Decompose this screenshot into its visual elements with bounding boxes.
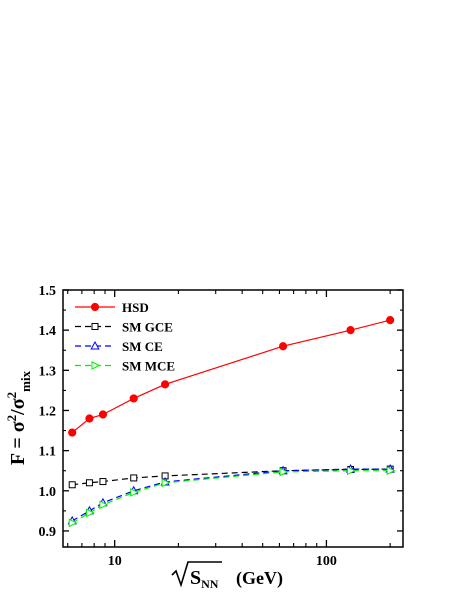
y-tick-label: 1.5 — [39, 284, 57, 299]
x-tick-label: 100 — [316, 554, 337, 569]
data-point — [160, 380, 170, 389]
data-point — [68, 518, 78, 528]
data-point — [85, 508, 95, 518]
legend-label: HSD — [122, 300, 149, 315]
sqrt-symbol — [171, 561, 222, 588]
legend-marker — [90, 340, 100, 350]
data-point — [68, 481, 76, 489]
data-point — [347, 466, 356, 476]
series-line-hsd — [71, 319, 391, 434]
data-point — [161, 478, 171, 488]
plot-frame — [62, 289, 404, 548]
data-point — [99, 478, 107, 486]
data-point — [68, 428, 77, 437]
series-sm-mce — [68, 466, 396, 528]
data-point — [386, 466, 396, 476]
data-point — [279, 467, 289, 477]
data-point — [98, 410, 108, 419]
x-axis-label-sub: NN — [201, 577, 219, 591]
data-point — [129, 394, 138, 403]
y-tick-label: 1.4 — [39, 324, 57, 339]
x-tick-label: 10 — [108, 554, 122, 569]
y-axis-label-mid: /σ — [7, 398, 29, 416]
y-tick-label: 1.0 — [39, 485, 57, 500]
svg-text:SNN: SNN — [190, 567, 219, 591]
y-axis-label-sup2: 2 — [4, 392, 19, 399]
data-point — [386, 316, 395, 325]
series-line-sm-ce — [71, 468, 391, 522]
x-axis-label-base: S — [190, 567, 201, 589]
legend-item-sm-gce: SM GCE — [75, 320, 173, 335]
data-point — [346, 326, 355, 335]
legend-marker — [91, 361, 101, 370]
legend-item-sm-ce: SM CE — [75, 339, 163, 354]
legend-item-sm-mce: SM MCE — [75, 359, 175, 374]
y-axis-label-sup1: 2 — [4, 415, 19, 422]
svg-text:F = σ2/σ2mix: F = σ2/σ2mix — [4, 370, 33, 465]
data-point — [85, 414, 94, 423]
legend-marker — [91, 323, 99, 330]
data-point — [130, 474, 138, 482]
y-axis-label-prefix: F = σ — [7, 421, 29, 465]
data-point — [130, 487, 140, 497]
x-axis-label: SNN (GeV) — [171, 561, 283, 591]
legend-marker — [90, 302, 100, 312]
y-tick-label: 0.9 — [39, 525, 57, 540]
series-line-sm-gce — [72, 468, 391, 486]
legend: HSD SM GCE SM CE SM MCE — [75, 300, 175, 374]
y-axis-label: F = σ2/σ2mix — [4, 370, 33, 465]
data-point — [85, 479, 93, 487]
legend-label: SM MCE — [122, 359, 175, 374]
data-point — [278, 342, 288, 351]
series-hsd — [68, 316, 395, 437]
legend-item-hsd: HSD — [75, 300, 149, 315]
series-layer — [67, 316, 396, 528]
y-tick-label: 1.3 — [39, 364, 57, 379]
data-point — [99, 500, 109, 510]
x-axis-label-unit: (GeV) — [236, 568, 283, 589]
ticks-layer: 0.9 1.0 1.1 1.2 1.3 1.4 1.5 10 100 — [39, 284, 403, 569]
y-tick-label: 1.2 — [39, 404, 57, 419]
series-sm-ce — [67, 464, 395, 525]
y-tick-label: 1.1 — [39, 445, 57, 460]
legend-label: SM CE — [122, 339, 163, 354]
y-axis-label-sub: mix — [18, 370, 33, 391]
legend-label: SM GCE — [122, 320, 173, 335]
